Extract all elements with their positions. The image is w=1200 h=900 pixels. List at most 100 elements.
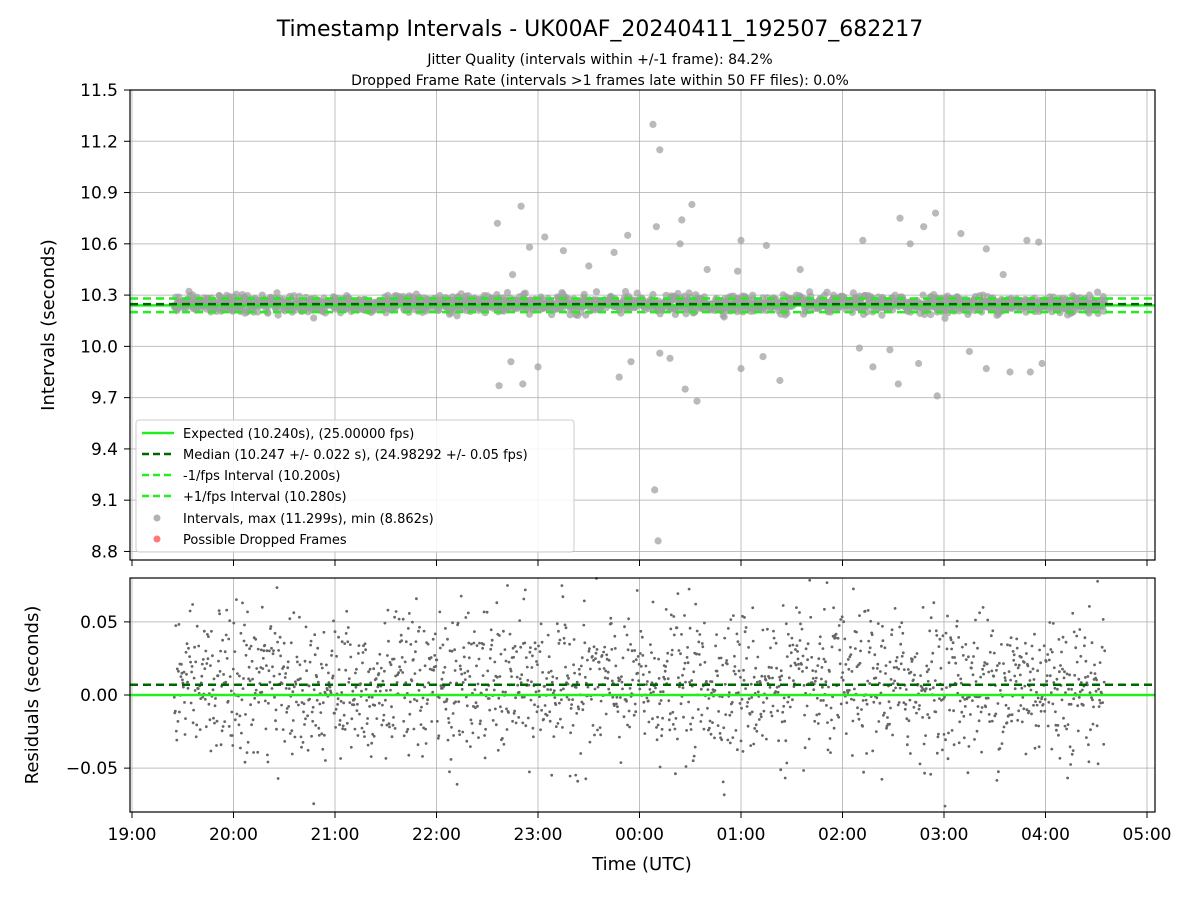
residual-point xyxy=(294,680,297,684)
residual-point xyxy=(810,681,814,685)
residual-point xyxy=(481,674,485,677)
residual-point xyxy=(747,697,751,701)
residual-point xyxy=(661,690,665,694)
residual-point xyxy=(809,615,813,619)
residual-point xyxy=(286,666,290,670)
interval-point xyxy=(517,202,525,210)
residual-point xyxy=(806,658,809,662)
residual-point xyxy=(931,686,935,690)
residual-point xyxy=(394,610,398,613)
residual-point xyxy=(989,634,993,638)
intervals-y-tick-label: 9.4 xyxy=(91,440,118,460)
residual-point xyxy=(771,704,775,708)
residual-point xyxy=(283,740,287,743)
residual-point xyxy=(241,601,244,605)
residual-point xyxy=(569,731,572,735)
residual-point xyxy=(408,712,412,716)
residual-point xyxy=(824,680,828,684)
residual-point xyxy=(285,710,289,714)
residual-point xyxy=(622,715,626,719)
residual-point xyxy=(938,637,942,641)
residual-point xyxy=(370,741,374,745)
residual-point xyxy=(1076,729,1080,733)
residual-point xyxy=(454,659,458,663)
residual-point xyxy=(801,654,805,658)
intervals-y-tick-label: 8.8 xyxy=(91,542,118,562)
residual-point xyxy=(553,696,557,699)
residual-point xyxy=(348,701,352,704)
residual-point xyxy=(1060,698,1064,702)
residual-point xyxy=(417,689,421,692)
residual-point xyxy=(277,649,280,652)
residual-point xyxy=(545,714,549,717)
residual-point xyxy=(239,746,242,750)
residual-point xyxy=(873,653,877,657)
residual-point xyxy=(969,713,972,716)
residual-point xyxy=(194,735,198,739)
residual-point xyxy=(621,656,625,660)
residual-point xyxy=(706,688,710,691)
residual-point xyxy=(451,621,454,625)
residual-point xyxy=(963,705,967,708)
residual-point xyxy=(802,684,806,687)
residual-point xyxy=(670,653,674,657)
residual-point xyxy=(666,677,670,681)
residual-point xyxy=(1070,752,1074,756)
residual-point xyxy=(273,631,277,635)
residual-point xyxy=(945,686,948,689)
residual-point xyxy=(269,625,273,628)
residual-point xyxy=(1051,702,1055,706)
residual-point xyxy=(500,710,504,713)
residual-point xyxy=(385,723,389,727)
residual-point xyxy=(971,673,975,677)
residual-point xyxy=(300,745,303,749)
residual-point xyxy=(307,684,311,688)
residual-point xyxy=(875,667,879,670)
residual-point xyxy=(753,727,757,730)
residual-point xyxy=(784,739,788,743)
interval-point xyxy=(493,219,501,227)
residual-point xyxy=(1073,673,1077,677)
residual-point xyxy=(766,627,769,631)
residual-point xyxy=(895,666,898,669)
interval-point xyxy=(982,245,990,253)
residual-point xyxy=(1042,644,1046,648)
residual-point xyxy=(204,649,208,653)
residual-point xyxy=(702,727,706,731)
interval-point xyxy=(965,347,974,356)
residual-point xyxy=(461,730,465,734)
residual-point xyxy=(200,674,204,678)
residual-point xyxy=(990,669,994,673)
residual-point xyxy=(797,662,800,666)
residual-point xyxy=(958,699,962,703)
residual-point xyxy=(304,625,308,629)
residual-point xyxy=(581,702,585,706)
residual-point xyxy=(421,696,425,700)
residual-point xyxy=(222,673,226,676)
residual-point xyxy=(749,744,753,747)
residual-point xyxy=(539,622,543,626)
residual-point xyxy=(1033,632,1036,636)
residual-point xyxy=(826,721,829,724)
residual-point xyxy=(637,679,641,683)
residual-point xyxy=(850,670,854,673)
residual-point xyxy=(213,704,217,708)
residual-point xyxy=(568,642,571,646)
residual-point xyxy=(599,699,603,703)
residual-point xyxy=(493,707,497,711)
residual-point xyxy=(871,666,875,670)
residual-point xyxy=(466,669,470,673)
residual-point xyxy=(270,646,273,650)
residual-point xyxy=(462,655,466,659)
x-tick-label: 19:00 xyxy=(108,825,157,845)
residual-point xyxy=(365,699,368,702)
interval-point xyxy=(519,380,527,388)
residual-point xyxy=(232,621,236,625)
residual-point xyxy=(1036,696,1040,700)
residual-point xyxy=(582,623,586,627)
residual-point xyxy=(368,667,372,671)
residual-point xyxy=(866,679,870,683)
residual-point xyxy=(288,617,292,621)
residual-point xyxy=(260,690,264,694)
residual-point xyxy=(939,666,943,670)
